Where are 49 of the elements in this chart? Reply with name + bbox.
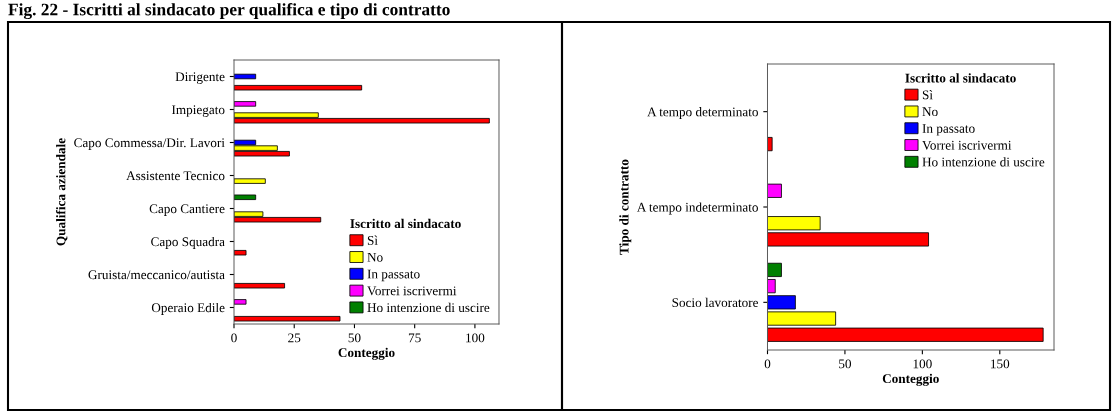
legend-title: Iscritto al sindacato — [350, 218, 461, 229]
chart-title: Fig. 22 - Iscritti al sindacato per qualifica e tipo di contratto — [8, 3, 450, 20]
bar — [234, 84, 363, 91]
y-tick-label: Capo Cantiere — [149, 204, 225, 216]
y-tick-label: Impiegato — [171, 105, 225, 117]
y-tick-label: Capo Squadra — [151, 236, 225, 249]
bar — [234, 101, 257, 107]
legend-label: Ho intenzione di uscire — [367, 302, 490, 313]
y-tick-label: Operaio Edile — [151, 302, 225, 315]
bar — [767, 136, 773, 152]
bar — [234, 194, 257, 201]
legend-label: Vorrei iscrivermi — [367, 286, 457, 296]
legend-label: Sì — [922, 90, 933, 100]
x-tick-label: 25 — [288, 333, 301, 343]
x-tick-label: 150 — [991, 359, 1010, 369]
legend-label: Sì — [367, 235, 378, 245]
bar — [767, 183, 782, 198]
x-tick-label: 0 — [231, 333, 237, 343]
x-axis-title: Conteggio — [338, 347, 395, 360]
legend-label: Vorrei iscrivermi — [922, 140, 1012, 150]
y-tick-label: Socio lavoratore — [672, 297, 759, 308]
x-tick-label: 100 — [466, 333, 485, 343]
legend-label: In passato — [922, 124, 975, 136]
y-tick-label: A tempo indeterminato — [636, 202, 758, 215]
x-axis-title: Conteggio — [882, 373, 939, 386]
y-tick-label: Assistente Tecnico — [126, 171, 225, 181]
bar — [234, 178, 266, 184]
y-axis-title: Qualifica aziendale — [55, 138, 68, 246]
bar — [234, 315, 341, 322]
x-tick-label: 100 — [913, 359, 932, 369]
legend-label: No — [367, 252, 383, 262]
y-axis-title: Tipo di contratto — [619, 159, 632, 255]
bar — [234, 282, 286, 289]
bar — [234, 249, 247, 256]
bar — [234, 299, 247, 305]
legend-label: No — [922, 107, 938, 117]
bar — [767, 262, 782, 278]
y-tick-label: A tempo determinato — [647, 107, 758, 120]
x-tick-label: 75 — [408, 333, 421, 343]
x-tick-label: 50 — [348, 333, 361, 343]
x-tick-label: 50 — [839, 359, 852, 369]
y-tick-label: Gruista/meccanico/autista — [88, 270, 225, 280]
legend-title: Iscritto al sindacato — [905, 73, 1016, 83]
y-tick-label: Dirigente — [175, 72, 225, 84]
y-tick-label: Capo Commessa/Dir. Lavori — [74, 138, 225, 150]
legend-label: In passato — [367, 269, 420, 282]
bar — [767, 279, 776, 294]
legend-label: Ho intenzione di uscire — [922, 157, 1045, 167]
x-tick-label: 0 — [764, 359, 771, 369]
